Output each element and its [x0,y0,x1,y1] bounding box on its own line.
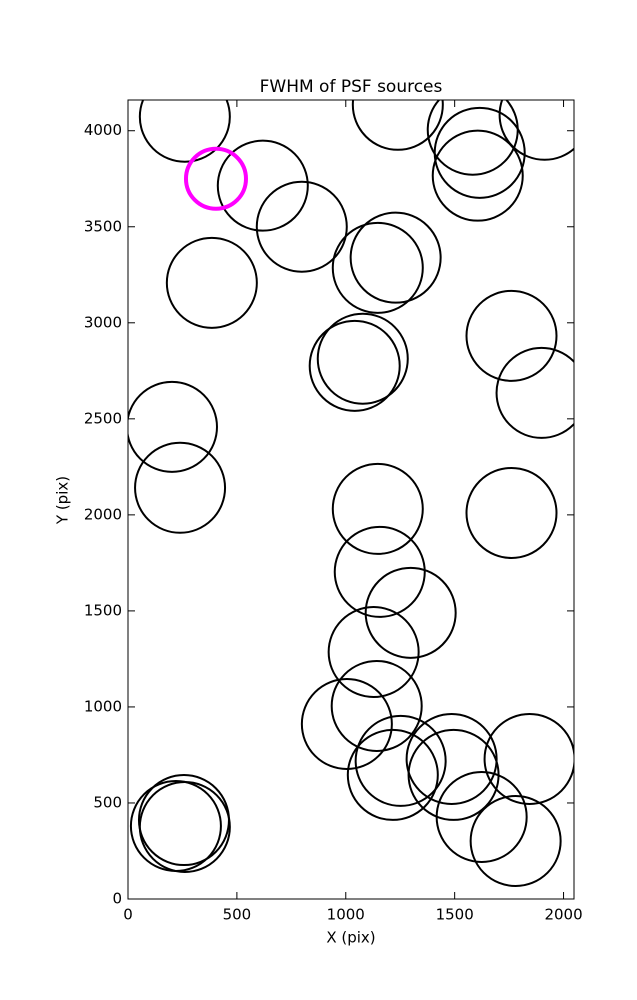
marker [469,794,562,887]
y-tick-label: 4000 [84,121,122,139]
plot-area [128,100,574,887]
y-tick-label: 1000 [84,697,122,715]
marker [128,380,218,473]
y-tick-label: 0 [112,890,122,908]
marker [431,129,524,222]
marker [495,346,574,439]
marker [349,211,442,304]
marker [308,319,401,412]
y-tick-label: 3500 [84,217,122,235]
marker [465,466,558,559]
x-tick-label: 500 [223,906,252,924]
y-tick-label: 2000 [84,505,122,523]
y-tick-label: 2500 [84,409,122,427]
chart-title: FWHM of PSF sources [260,77,443,97]
axes-frame [127,99,575,900]
marker [316,312,409,405]
marker [433,106,526,199]
x-tick-label: 0 [123,906,133,924]
marker [129,780,222,873]
x-tick-label: 1000 [327,906,365,924]
x-tick-label: 1500 [436,906,474,924]
marker [498,100,574,161]
marker [333,525,426,618]
y-tick-label: 3000 [84,313,122,331]
marker [134,441,227,534]
marker [300,678,393,771]
marker [331,221,424,314]
y-tick-label: 500 [93,793,122,811]
marker [165,236,258,329]
x-axis-label: X (pix) [326,929,375,947]
marker [351,100,444,151]
marker [346,728,439,821]
x-tick-label: 2000 [544,906,582,924]
marker [435,770,528,863]
marker [255,180,348,273]
marker [330,659,423,752]
y-tick-label: 1500 [84,601,122,619]
marker [327,606,420,699]
marker [138,100,231,163]
marker [354,714,447,807]
y-axis-label: Y (pix) [54,476,72,525]
marker [364,566,457,659]
marker [216,139,309,232]
marker [331,462,424,555]
marker [465,289,558,382]
highlight-marker [183,146,248,211]
marker [483,712,574,805]
